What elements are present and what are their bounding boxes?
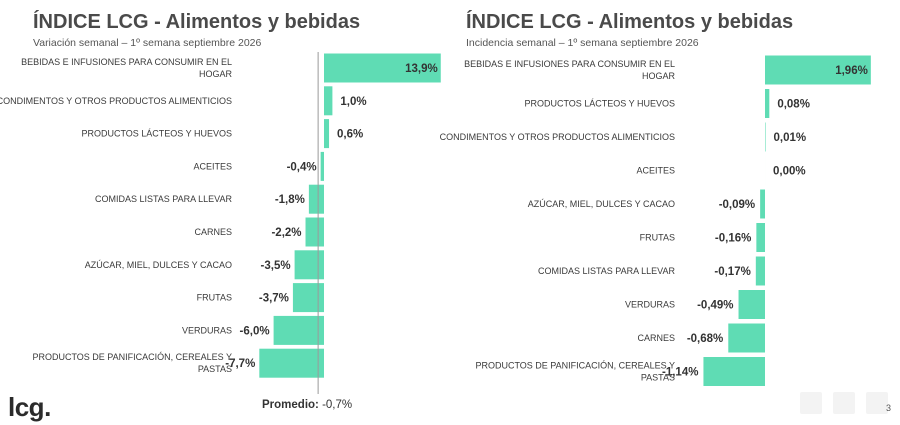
- category-label: ACEITES: [193, 161, 232, 171]
- category-label: PRODUCTOS LÁCTEOS Y HUEVOS: [81, 129, 232, 139]
- bar: [728, 323, 765, 353]
- prev-slide-button[interactable]: [800, 392, 822, 414]
- value-label: -1,14%: [662, 367, 698, 379]
- value-label: -6,0%: [240, 325, 270, 337]
- chart-title-variation: ÍNDICE LCG - Alimentos y bebidas: [33, 11, 361, 33]
- bar: [765, 55, 871, 85]
- bar: [308, 184, 324, 214]
- value-label: -0,4%: [287, 161, 317, 173]
- incidence-bar-chart: BEBIDAS E INFUSIONES PARA CONSUMIR EN EL…: [440, 55, 871, 386]
- bar: [765, 122, 766, 152]
- bar: [738, 290, 765, 319]
- value-label: -0,16%: [715, 233, 751, 245]
- value-label: -0,49%: [697, 300, 733, 312]
- average-label: Promedio:: [262, 399, 319, 411]
- next-slide-button[interactable]: [833, 392, 855, 414]
- bar: [755, 256, 765, 286]
- value-label: -2,2%: [271, 227, 301, 239]
- value-label: -7,7%: [225, 358, 255, 370]
- value-label: 0,00%: [773, 166, 806, 178]
- category-label: CARNES: [194, 227, 232, 237]
- value-label: -3,7%: [259, 293, 289, 305]
- category-label: COMIDAS LISTAS PARA LLEVAR: [95, 194, 233, 204]
- bar: [765, 89, 770, 118]
- value-label: -0,09%: [719, 199, 755, 211]
- category-label: COMIDAS LISTAS PARA LLEVAR: [538, 266, 676, 276]
- category-label: AZÚCAR, MIEL, DULCES Y CACAO: [85, 260, 232, 270]
- bar: [320, 151, 324, 181]
- variation-panel: ÍNDICE LCG - Alimentos y bebidas Variaci…: [0, 11, 441, 394]
- bar: [324, 86, 333, 116]
- value-label: -0,68%: [687, 333, 723, 345]
- menu-button[interactable]: [866, 392, 888, 414]
- bar: [292, 283, 324, 313]
- value-label: 1,0%: [340, 96, 366, 108]
- value-label: 0,01%: [774, 132, 807, 144]
- value-label: 1,96%: [835, 65, 868, 77]
- bar: [760, 189, 765, 219]
- bar: [756, 223, 765, 252]
- category-label: BEBIDAS E INFUSIONES PARA CONSUMIR EN EL…: [21, 57, 232, 79]
- chart-title-incidence: ÍNDICE LCG - Alimentos y bebidas: [466, 11, 794, 33]
- value-label: 0,6%: [337, 129, 363, 141]
- average-value: -0,7%: [322, 399, 353, 411]
- category-label: VERDURAS: [182, 325, 232, 335]
- category-label: AZÚCAR, MIEL, DULCES Y CACAO: [528, 199, 675, 209]
- category-label: CONDIMENTOS Y OTROS PRODUCTOS ALIMENTICI…: [440, 132, 675, 142]
- bar: [324, 53, 441, 83]
- category-label: VERDURAS: [625, 300, 675, 310]
- bar: [703, 357, 765, 386]
- page-number: 3: [886, 403, 892, 413]
- category-label: CONDIMENTOS Y OTROS PRODUCTOS ALIMENTICI…: [0, 96, 232, 106]
- bar: [273, 315, 324, 345]
- category-label: BEBIDAS E INFUSIONES PARA CONSUMIR EN EL…: [464, 59, 675, 81]
- category-label: FRUTAS: [640, 233, 675, 243]
- bar: [259, 348, 324, 378]
- category-label: ACEITES: [636, 166, 675, 176]
- chart-subtitle-variation: Variación semanal – 1º semana septiembre…: [33, 37, 262, 49]
- value-label: -0,17%: [714, 266, 750, 278]
- category-label: PRODUCTOS DE PANIFICACIÓN, CEREALES Y PAS…: [32, 352, 232, 374]
- variation-bar-chart: BEBIDAS E INFUSIONES PARA CONSUMIR EN EL…: [0, 52, 441, 394]
- value-label: 13,9%: [405, 63, 438, 75]
- category-label: PRODUCTOS DE PANIFICACIÓN, CEREALES Y PAS…: [475, 361, 675, 383]
- value-label: 0,08%: [777, 99, 810, 111]
- category-label: CARNES: [637, 333, 675, 343]
- bar: [294, 250, 324, 280]
- incidence-panel: ÍNDICE LCG - Alimentos y bebidas Inciden…: [440, 0, 900, 425]
- chart-subtitle-incidence: Incidencia semanal – 1º semana septiembr…: [466, 37, 699, 49]
- bar: [305, 217, 324, 247]
- category-label: FRUTAS: [197, 293, 232, 303]
- average-readout: Promedio: -0,7%: [262, 399, 352, 411]
- value-label: -3,5%: [261, 260, 291, 272]
- category-label: PRODUCTOS LÁCTEOS Y HUEVOS: [524, 99, 675, 109]
- lcg-logo: lcg.: [8, 392, 51, 422]
- value-label: -1,8%: [275, 194, 305, 206]
- bar: [324, 119, 330, 149]
